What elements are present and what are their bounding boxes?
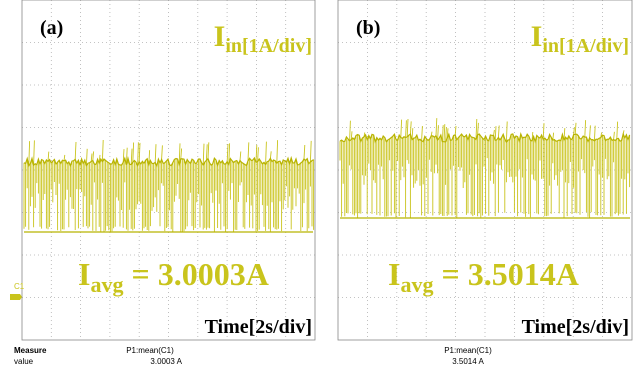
- symbol: I: [388, 256, 400, 292]
- panel-label: (b): [356, 17, 380, 39]
- subscript: avg: [400, 272, 433, 297]
- symbol: I: [531, 20, 543, 53]
- waveforms: [24, 118, 630, 232]
- symbol: I: [78, 256, 90, 292]
- average-value: = 3.5014A: [441, 256, 578, 292]
- channel-label: Iin[1A/div]: [531, 20, 629, 57]
- time-scale: Time[2s/div]: [205, 316, 312, 338]
- panel-label: (a): [40, 17, 63, 39]
- measure-title: Measure: [14, 346, 47, 355]
- average-value: = 3.0003A: [131, 256, 268, 292]
- measure-value: 3.0003 A: [150, 357, 182, 366]
- symbol: I: [214, 20, 226, 53]
- measure-parameter: P1:mean(C1): [126, 346, 174, 355]
- marker-arrow: [10, 294, 22, 300]
- channel-marker: C1: [14, 282, 25, 291]
- time-scale: Time[2s/div]: [522, 316, 629, 338]
- measure-row: value: [14, 357, 34, 366]
- measure-value: 3.5014 A: [452, 357, 484, 366]
- subscript: in[1A/div]: [542, 35, 629, 57]
- subscript: avg: [90, 272, 123, 297]
- subscript: in[1A/div]: [225, 35, 312, 57]
- measure-parameter: P1:mean(C1): [444, 346, 492, 355]
- screenshot: (a) Iin[1A/div] Iavg = 3.0003A Time[2s/di…: [0, 0, 640, 369]
- waveform: [24, 140, 314, 232]
- average-label: Iavg = 3.5014A: [388, 256, 579, 297]
- channel-label: Iin[1A/div]: [214, 20, 312, 57]
- average-label: Iavg = 3.0003A: [78, 256, 269, 297]
